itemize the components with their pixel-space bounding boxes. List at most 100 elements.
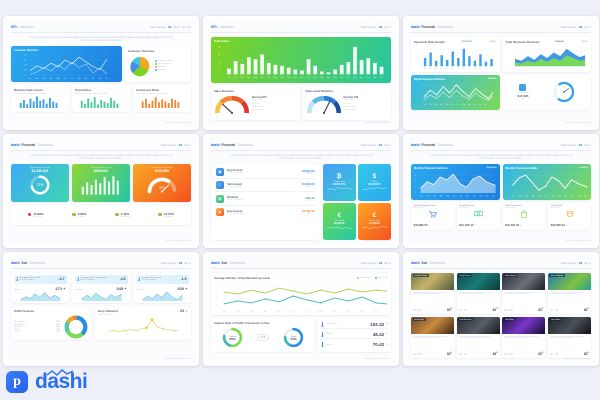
revenue-growth-donut-card[interactable]: Total Revenue Growth $1,240,021 72% — [11, 163, 69, 202]
slide-thumbnail-4[interactable]: dashi Financial Dashboard Date Range: Al… — [3, 134, 199, 248]
customer-statistics-chart[interactable]: Customer Statistics 70 50 30 20 0 — [11, 45, 122, 82]
thumbnail-label: Harbor Night — [412, 318, 426, 322]
slide-thumbnail-5[interactable]: dashi Financial Dashboard Date Range: Al… — [203, 134, 399, 248]
chart-title: Customer Overview — [128, 48, 155, 53]
thumbnail-label: Shore Mapping — [549, 274, 565, 278]
metrics-card[interactable]: Total Waves 152.42 % Stations 48.42 % Se… — [317, 317, 391, 352]
currency-tile-euro[interactable]: € Euro Total €9,420.00 — [322, 202, 356, 240]
media-card[interactable]: Coral Reef Zone 83% — [411, 272, 455, 314]
total-orders-bar[interactable]: Total Orders Total count for the last 12… — [72, 84, 130, 112]
date-range[interactable]: Date Range: All Jan 1 — [561, 261, 591, 265]
gauge-center: 64% — [159, 185, 165, 189]
currency-tile-dollar[interactable]: $ Dollar $12,840.00 — [357, 163, 391, 201]
list-icon — [413, 308, 417, 312]
slide-thumbnail-7[interactable]: dashi Sea Dashboard Date Range: All Jan … — [3, 252, 199, 366]
thumbnail-image: Coral Reef Zone — [411, 272, 455, 290]
monthly-payment-area-card[interactable]: Monthly Payment Statistics $1,204,221 8 6… — [411, 163, 500, 200]
date-range-value: All — [178, 260, 183, 265]
cash-icon — [473, 211, 483, 217]
thermometer-icon — [321, 342, 324, 348]
buoy-statistics-line-card[interactable]: Buoy Statistics Last 12 months 23 ▲ — [95, 306, 191, 341]
tile-total-revenue[interactable]: Total Revenue All channels $21,120.44 ↑ — [456, 202, 500, 230]
balance-gauge-card[interactable]: Total Balance $17,226 USD — [502, 74, 591, 110]
date-range[interactable]: Date Range: All Jan 1 — [561, 25, 591, 29]
conversion-ratio-bar[interactable]: Conversion Ratio Total ratio for the las… — [133, 84, 191, 112]
stat-item[interactable]: 12.27% Sessions — [145, 212, 189, 218]
date-range[interactable]: Date Range: All Jan 1 — [161, 143, 191, 147]
stat-label: Orders — [77, 215, 84, 218]
gauge-orange — [215, 95, 249, 114]
tile-total-purchases[interactable]: Total Purchases All channels $10,220.46 … — [502, 202, 546, 230]
date-range[interactable]: Date Range: All Jan 1 — [561, 143, 591, 147]
slide-thumbnail-3[interactable]: dashi Financial Dashboard Date Range: Al… — [403, 16, 599, 130]
payments-growth-bar-card[interactable]: Payments Data Growth $1,203,222 + 28.2 % — [411, 36, 500, 72]
list-item[interactable]: ▦ Buy Amount 03 Oct, 10:24 AM $2,840.00 … — [214, 166, 317, 180]
svg-text:Mar: Mar — [525, 194, 528, 197]
slide-header: dashi Financial Dashboard Date Range: Al… — [411, 23, 591, 30]
total-orders-chart[interactable]: Total Orders — [211, 36, 391, 83]
slide-thumbnail-1[interactable]: KPI Dashboard Date Range: All Jan 1 Dec … — [3, 16, 199, 130]
date-range[interactable]: Date Range: All Jan 1 — [361, 143, 391, 147]
chart-tag: + 18.42 % — [578, 167, 588, 170]
chart-icon — [463, 308, 468, 312]
slide-thumbnail-6[interactable]: dashi Financial Dashboard Date Range: Al… — [403, 134, 599, 248]
media-card[interactable]: Wave Sensor 83% — [502, 272, 546, 314]
date-range[interactable]: Date Range: All Jan 1 — [161, 261, 191, 265]
slide-logo: dashi — [411, 24, 420, 29]
total-payments-area-card[interactable]: Total Payments Received $984,441 + 12.4 … — [502, 36, 591, 72]
sales-revenue-gauge-card[interactable]: Sales Revenue Revenue KPI Below — [211, 85, 300, 120]
svg-text:Mar: Mar — [435, 103, 438, 106]
svg-text:Sep: Sep — [473, 195, 476, 197]
tile-shopping-carts[interactable]: Total Shopping Carts All channels $42,88… — [411, 202, 454, 230]
list-item[interactable]: ▤ Dividend 01 Oct, 04:48 PM +$92.40 +$12… — [214, 192, 317, 206]
tile-total-profit[interactable]: Total Profit All channels $90,880.10 ↑ — [548, 202, 591, 230]
slide-thumbnail-2[interactable]: KPI Dashboard Date Range: All Jan 1 Tota… — [203, 16, 399, 130]
slide-footer: www.dashi-dashboard.com — [164, 358, 191, 360]
slide-thumbnail-8[interactable]: dashi Sea Dashboard Date Range: All Jan … — [203, 252, 399, 366]
divider — [211, 268, 391, 269]
customer-overview-pie[interactable]: Customer Overview Customers New All Cust… — [125, 45, 191, 82]
kpi-card-wind-speed[interactable]: Average Wind Speed Last 12 months -1.9 S… — [133, 272, 191, 304]
date-range[interactable]: Date Range: All Jan 1 — [361, 25, 391, 29]
date-range[interactable]: Date Range: All Jan 1 Dec 31 — [150, 25, 191, 29]
monthly-conversion-line-card[interactable]: Monthly Conversion Ratio + 18.42 % Jan Fe… — [502, 163, 591, 200]
payments-count-bars-card[interactable]: Total Payments Count $984,002 — [72, 163, 130, 202]
kpi-card-wave-height[interactable]: Average Wave Height Last 12 months -4.7 … — [11, 272, 69, 304]
traffic-sources-donut-card[interactable]: Traffic Sources All Sessions 38% New Sess… — [11, 306, 92, 341]
date-range[interactable]: Date Range: All Jan 1 — [361, 261, 391, 265]
media-card[interactable]: Open Water 83% — [547, 316, 591, 358]
svg-text:Jan: Jan — [222, 310, 225, 312]
capture-rate-card[interactable]: Capture Rate of Traffic Conversion in Se… — [211, 317, 315, 352]
media-card[interactable]: Field Research 83% — [456, 316, 500, 358]
conversion-gauge-card[interactable]: Conversion Rate Target $642,880 64% — [133, 163, 191, 202]
slide-subtitle: Dashboard — [237, 142, 253, 147]
chart-tag-1: $642,100 — [488, 78, 497, 80]
currency-tile-pound[interactable]: £ Pound Total £7,210.00 — [357, 202, 391, 240]
list-item[interactable]: ◉ Buy Amount 30 Sep, 11:02 AM $1,086.20 … — [214, 206, 317, 218]
date-range-label: Date Range: — [360, 142, 377, 147]
digital-payment-line-card[interactable]: Digital Payment Statistics $642,100 Jan F… — [411, 74, 500, 110]
media-card[interactable]: Night Buoy 83% — [502, 316, 546, 358]
media-card[interactable]: Shore Mapping 83% — [547, 272, 591, 314]
media-card[interactable]: Harbor Night 83% — [411, 316, 455, 358]
chart-title: Monthly Payment Statistics — [414, 166, 448, 170]
divider — [411, 32, 591, 33]
sales-goal-gauge-card[interactable]: Sales Goal Statistics Revenue KPI — [302, 85, 391, 120]
slide-title: Sea — [21, 260, 28, 265]
legend-label: Inactive — [158, 69, 165, 72]
date-range-label: Date Range: — [560, 260, 577, 265]
kpi-card-water-temp[interactable]: Average Water Temperature Last 12 months… — [72, 272, 130, 304]
list-item[interactable]: ⌕ Sell Amount 02 Oct, 09:12 AM $1,640.00… — [214, 179, 317, 193]
stat-item[interactable]: 7.42% Customers — [101, 212, 145, 218]
stat-item[interactable]: 10.83% Revenue — [14, 212, 58, 218]
stat-item[interactable]: 9.86% Orders — [58, 212, 102, 218]
media-card[interactable]: Deep Current 83% — [456, 272, 500, 314]
slide-footer: www.dashi-dashboard.com — [564, 122, 591, 124]
svg-text:Jan: Jan — [307, 77, 310, 79]
date-from: Jan 1 — [184, 260, 191, 265]
currency-tile-bitcoin[interactable]: ₿ Crypto Total 0.8421 BTC — [322, 163, 356, 201]
kpi-head-sub: Last 12 months — [19, 279, 34, 282]
sea-monitoring-line-card[interactable]: Average Number of Sea Monitoring Levels … — [211, 272, 391, 315]
revenue-sales-bar[interactable]: Revenue Sales Count Total figure for the… — [11, 84, 69, 112]
slide-thumbnail-9[interactable]: dashi Sea Dashboard Date Range: All Jan … — [403, 252, 599, 366]
